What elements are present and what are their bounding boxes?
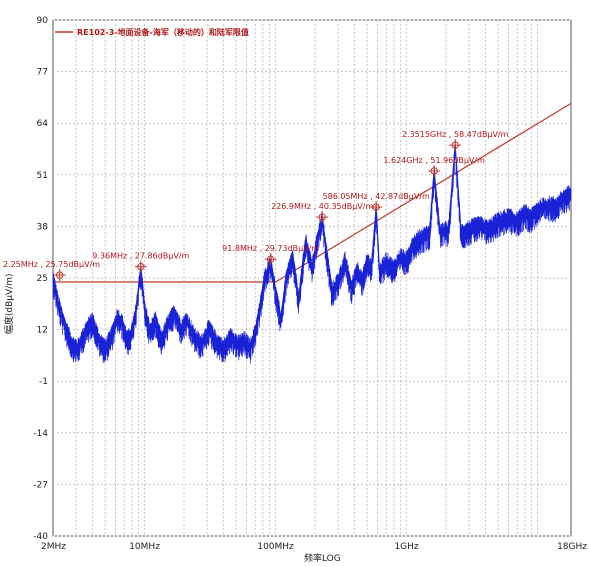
marker-label: 2.25MHz , 25.75dBμV/m	[3, 260, 100, 269]
markers: 2.25MHz , 25.75dBμV/m9.36MHz , 27.86dBμV…	[3, 130, 509, 282]
series-limit-line	[53, 102, 572, 283]
peak-marker: 2.3515GHz , 58.47dBμV/m	[402, 130, 509, 152]
y-tick-label: 64	[37, 119, 49, 129]
marker-label: 226.9MHz , 40.35dBμV/m	[271, 202, 373, 211]
y-tick-label: -14	[33, 429, 48, 439]
y-tick-label: -40	[33, 532, 48, 542]
y-tick-label: 38	[37, 222, 49, 232]
y-tick-label: -1	[39, 377, 48, 387]
series-measurement-peaks	[52, 145, 572, 347]
y-tick-label: 25	[37, 274, 48, 284]
peak-marker: 1.624GHz , 51.96dBμV/m	[383, 156, 485, 177]
y-tick-label: 12	[37, 326, 48, 336]
y-tick-label: -27	[33, 480, 48, 490]
y-tick-label: 51	[37, 171, 48, 181]
marker-label: 1.624GHz , 51.96dBμV/m	[383, 156, 485, 165]
x-tick-label: 2MHz	[41, 542, 66, 552]
legend: RE102-3-地面设备-海军（移动的）和陆军限值	[55, 27, 249, 37]
x-tick-label: 18GHz	[557, 542, 587, 552]
marker-label: 9.36MHz , 27.86dBμV/m	[92, 252, 189, 261]
x-axis-label: 频率LOG	[304, 552, 341, 563]
legend-label: RE102-3-地面设备-海军（移动的）和陆军限值	[77, 27, 249, 37]
y-axis-label: 幅度(dBμV/m)	[3, 274, 15, 335]
y-tick-label: 77	[37, 68, 48, 78]
x-tick-label: 100MHz	[257, 542, 294, 552]
x-tick-label: 1GHz	[394, 542, 418, 552]
x-ticks: 2MHz 10MHz 100MHz 1GHz 18GHz	[41, 542, 587, 552]
peak-marker: 91.8MHz , 29.73dBμV/m	[222, 244, 319, 266]
y-ticks: 90 77 64 51 38 25 12 -1 -14 -27 -40	[33, 16, 48, 542]
x-tick-label: 10MHz	[129, 542, 160, 552]
marker-label: 2.3515GHz , 58.47dBμV/m	[402, 130, 509, 139]
marker-label: 91.8MHz , 29.73dBμV/m	[222, 244, 319, 253]
marker-label: 586.05MHz , 42.87dBμV/m	[323, 192, 430, 201]
y-tick-label: 90	[37, 16, 49, 26]
peak-marker: 9.36MHz , 27.86dBμV/m	[92, 252, 190, 273]
series-layer	[52, 102, 572, 364]
peak-marker: 226.9MHz , 40.35dBμV/m	[271, 202, 373, 224]
peak-marker: 2.25MHz , 25.75dBμV/m	[3, 260, 100, 282]
peak-marker: 586.05MHz , 42.87dBμV/m	[323, 192, 430, 214]
